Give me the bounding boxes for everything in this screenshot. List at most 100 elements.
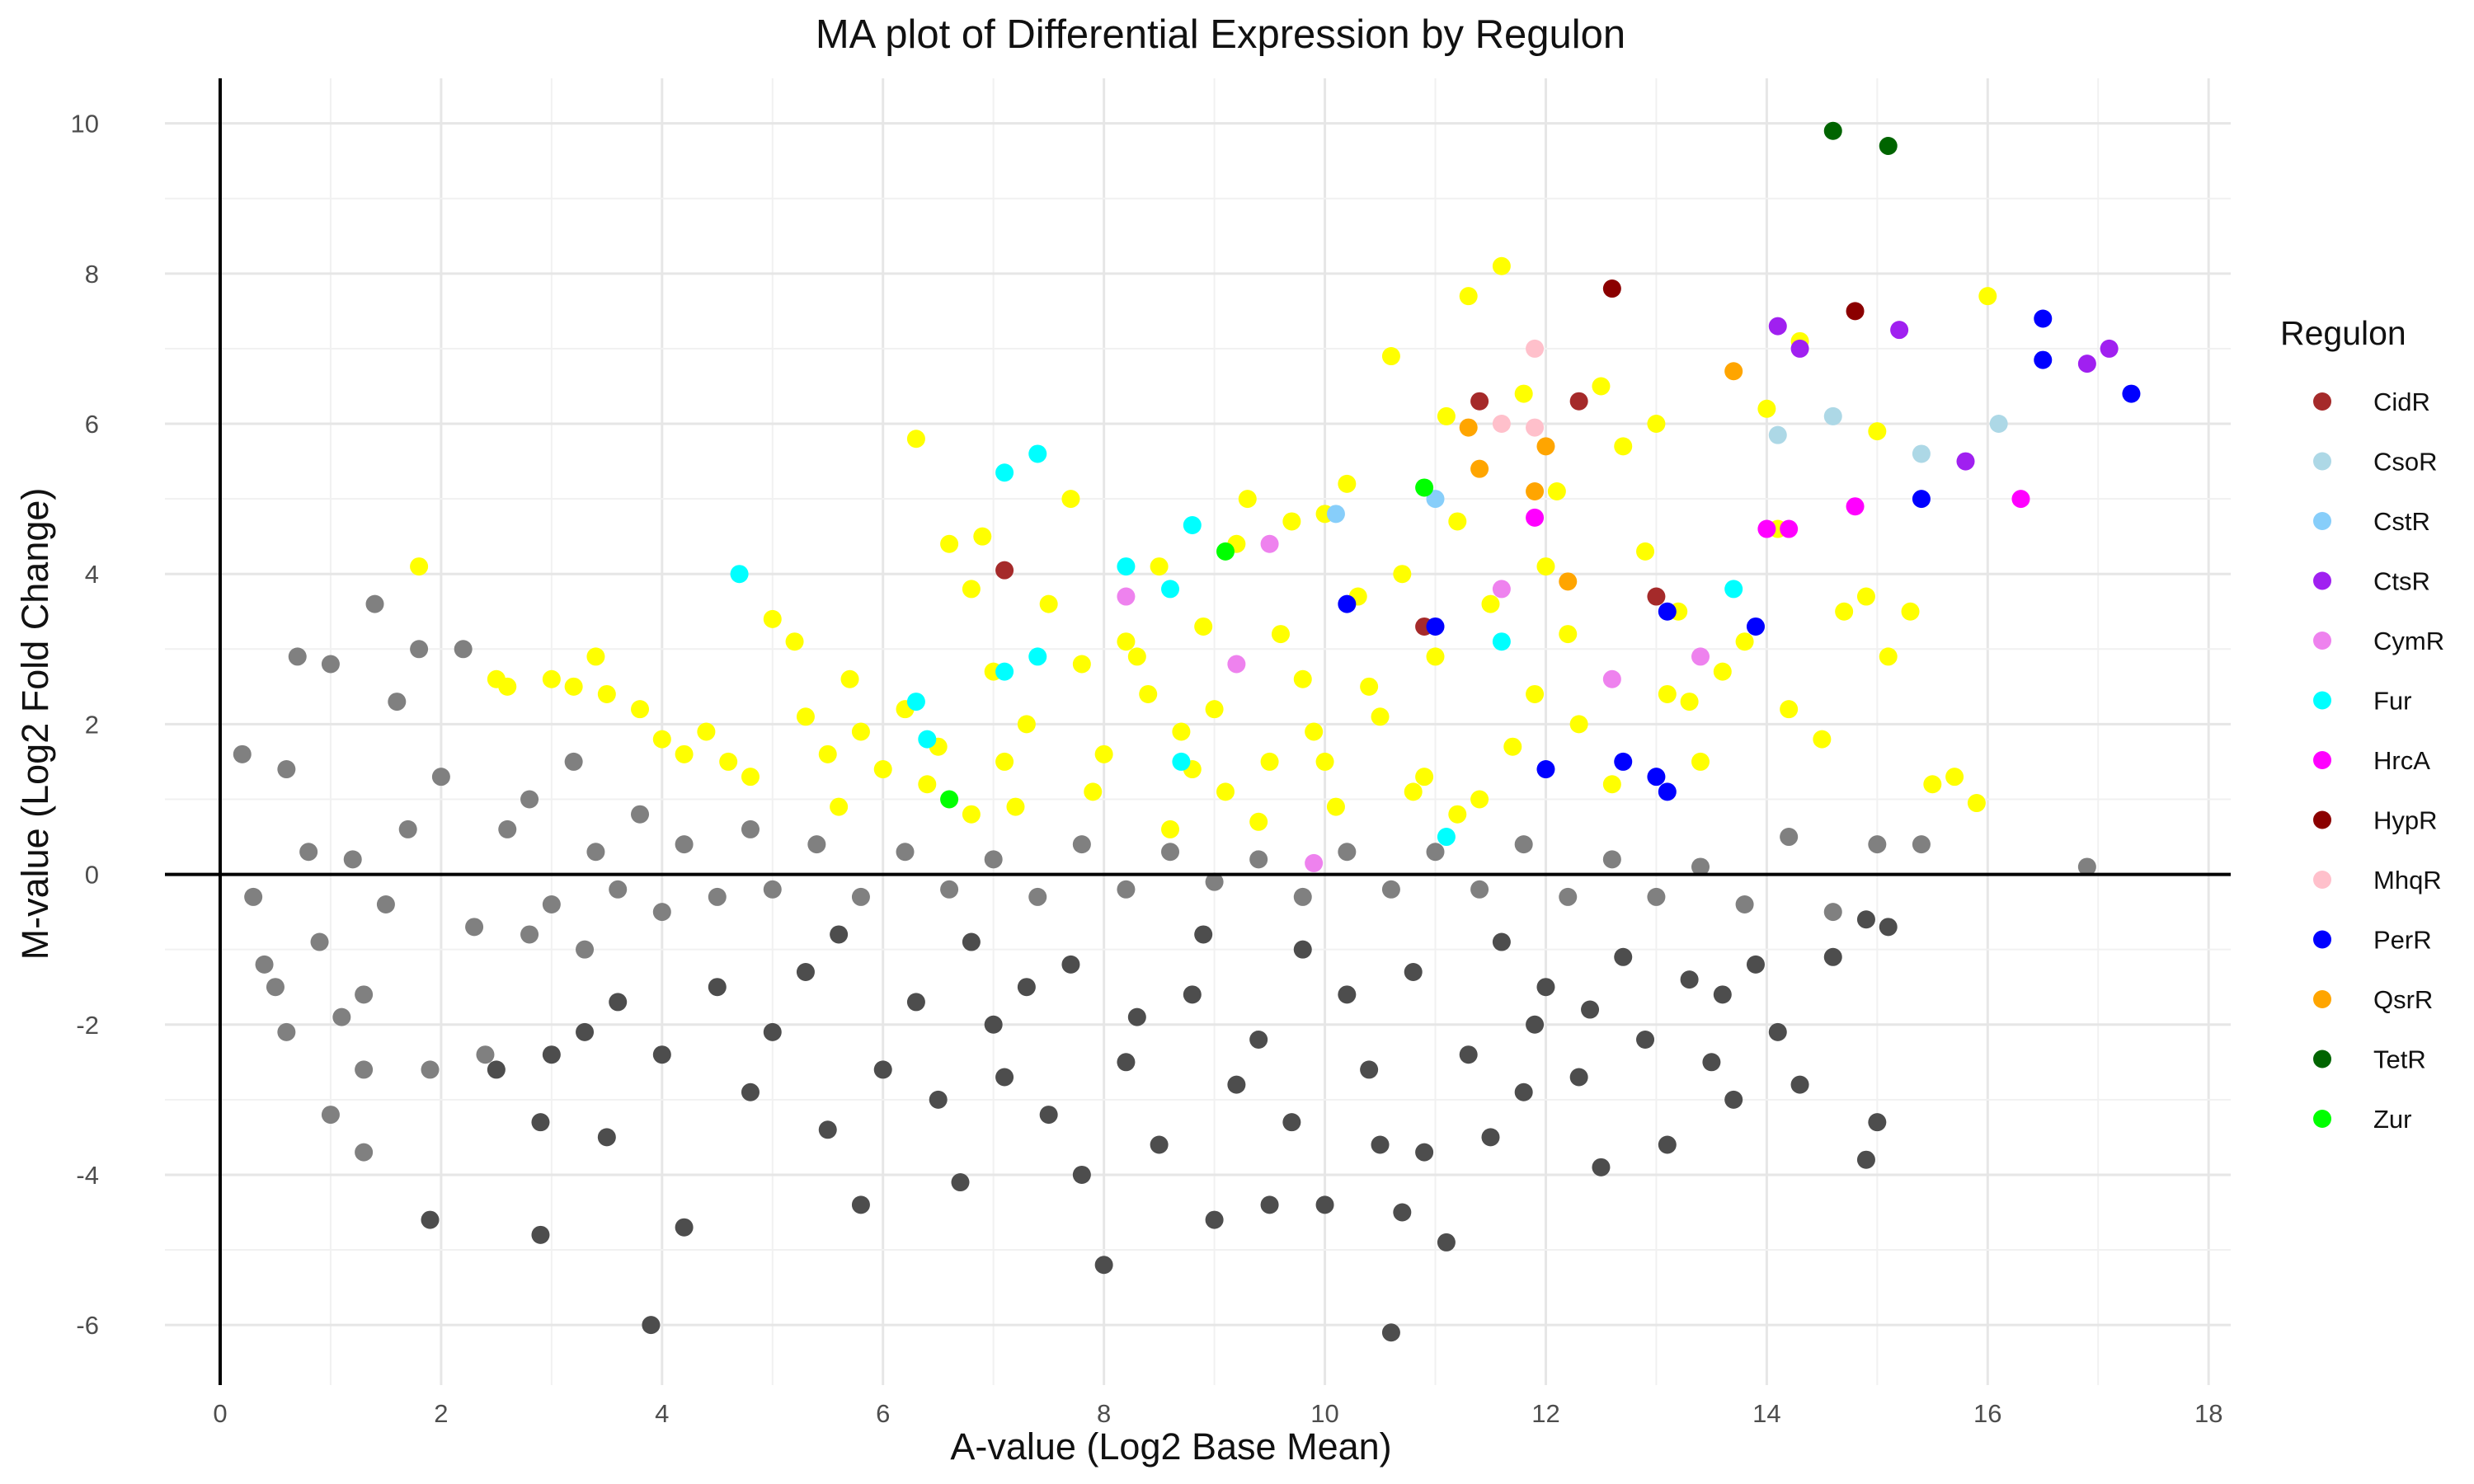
gene-point-downregulated — [1094, 1256, 1113, 1275]
gene-point-downregulated — [1017, 978, 1036, 997]
gene-point-upregulated — [1636, 542, 1655, 561]
point-csor — [1912, 444, 1931, 463]
gene-point-downregulated — [1127, 1007, 1146, 1026]
point-cymr — [1305, 853, 1324, 872]
gene-point-unchanged — [1514, 835, 1533, 854]
gene-point-unchanged — [398, 819, 417, 838]
gene-point-upregulated — [1547, 482, 1566, 501]
point-zur — [1415, 478, 1434, 497]
point-cidr — [1470, 392, 1489, 411]
gene-point-upregulated — [1735, 632, 1754, 651]
legend-swatch — [2313, 512, 2331, 530]
point-fur — [1028, 647, 1047, 666]
gene-point-downregulated — [1371, 1135, 1390, 1154]
point-fur — [1028, 444, 1047, 463]
gene-point-downregulated — [818, 1120, 837, 1139]
gene-point-downregulated — [1790, 1075, 1809, 1094]
gene-point-downregulated — [1194, 925, 1213, 944]
legend-swatch — [2313, 1110, 2331, 1128]
point-tetr — [1823, 121, 1842, 140]
gene-point-upregulated — [1305, 722, 1324, 741]
gene-point-upregulated — [1426, 647, 1445, 666]
gene-point-unchanged — [763, 880, 782, 899]
gene-point-downregulated — [929, 1090, 948, 1109]
gene-point-unchanged — [1780, 828, 1799, 847]
gene-point-unchanged — [255, 955, 274, 974]
legend-swatch — [2313, 1050, 2331, 1068]
gene-point-upregulated — [785, 632, 804, 651]
gene-point-unchanged — [1470, 880, 1489, 899]
gene-point-upregulated — [410, 557, 429, 576]
gene-point-downregulated — [906, 993, 925, 1012]
point-fur — [730, 565, 749, 584]
point-ctsr — [1790, 339, 1809, 358]
gene-point-downregulated — [531, 1225, 550, 1244]
point-tetr — [1879, 136, 1898, 155]
y-tick-label: -6 — [76, 1311, 99, 1340]
legend-swatch — [2313, 871, 2331, 889]
legend-item-cymr: CymR — [2313, 627, 2444, 655]
gene-point-downregulated — [1061, 955, 1080, 974]
point-perr — [1614, 752, 1633, 771]
x-tick-label: 8 — [1097, 1399, 1111, 1428]
point-cstr — [1426, 490, 1445, 509]
gene-point-unchanged — [299, 843, 318, 862]
gene-point-unchanged — [609, 880, 628, 899]
point-mhqr — [1492, 415, 1511, 434]
gene-point-upregulated — [818, 744, 837, 763]
point-perr — [2034, 309, 2053, 328]
gene-point-downregulated — [675, 1218, 694, 1237]
gene-point-unchanged — [807, 835, 826, 854]
gene-point-upregulated — [1923, 775, 1942, 794]
gene-point-downregulated — [1680, 970, 1699, 989]
gene-point-upregulated — [498, 677, 517, 696]
legend-label: TetR — [2373, 1045, 2426, 1074]
gene-point-upregulated — [873, 760, 892, 779]
background-points — [233, 256, 2096, 1342]
x-tick-label: 0 — [213, 1399, 227, 1428]
gene-point-downregulated — [1713, 985, 1732, 1004]
gene-point-downregulated — [1150, 1135, 1169, 1154]
point-cstr — [1326, 505, 1345, 524]
gene-point-upregulated — [1614, 437, 1633, 456]
gene-point-unchanged — [1161, 843, 1180, 862]
legend-swatch — [2313, 930, 2331, 949]
point-qsrr — [1536, 437, 1555, 456]
gene-point-downregulated — [1746, 955, 1765, 974]
gene-point-unchanged — [266, 978, 285, 997]
gene-point-upregulated — [906, 430, 925, 448]
gene-point-downregulated — [1293, 940, 1312, 959]
point-fur — [1492, 632, 1511, 651]
gene-point-unchanged — [365, 594, 384, 613]
gene-point-upregulated — [1172, 722, 1191, 741]
legend-swatch — [2313, 392, 2331, 411]
gene-point-unchanged — [321, 655, 340, 674]
gene-point-upregulated — [1194, 617, 1213, 636]
gene-point-upregulated — [1393, 565, 1412, 584]
point-ctsr — [2100, 339, 2119, 358]
y-axis-title: M-value (Log2 Fold Change) — [14, 488, 56, 960]
gene-point-downregulated — [1868, 1113, 1887, 1132]
y-tick-label: -4 — [76, 1161, 99, 1190]
legend-item-qsrr: QsrR — [2313, 985, 2433, 1014]
point-perr — [1647, 768, 1666, 787]
y-tick-label: 0 — [85, 861, 99, 890]
gene-point-upregulated — [851, 722, 870, 741]
point-perr — [1338, 594, 1357, 613]
gene-point-upregulated — [1094, 744, 1113, 763]
point-perr — [1426, 617, 1445, 636]
gene-point-upregulated — [1293, 669, 1312, 688]
gene-point-upregulated — [1338, 474, 1357, 493]
gene-point-upregulated — [597, 684, 616, 703]
point-cymr — [1691, 647, 1710, 666]
gene-point-upregulated — [1326, 797, 1345, 816]
gene-point-unchanged — [1117, 880, 1136, 899]
gene-point-downregulated — [1282, 1113, 1301, 1132]
legend-item-csor: CsoR — [2313, 448, 2438, 477]
gene-point-downregulated — [1658, 1135, 1677, 1154]
gene-point-upregulated — [796, 707, 815, 726]
gene-point-upregulated — [1437, 406, 1456, 425]
gene-point-upregulated — [697, 722, 716, 741]
gene-point-upregulated — [1205, 700, 1224, 719]
legend-label: QsrR — [2373, 985, 2433, 1014]
